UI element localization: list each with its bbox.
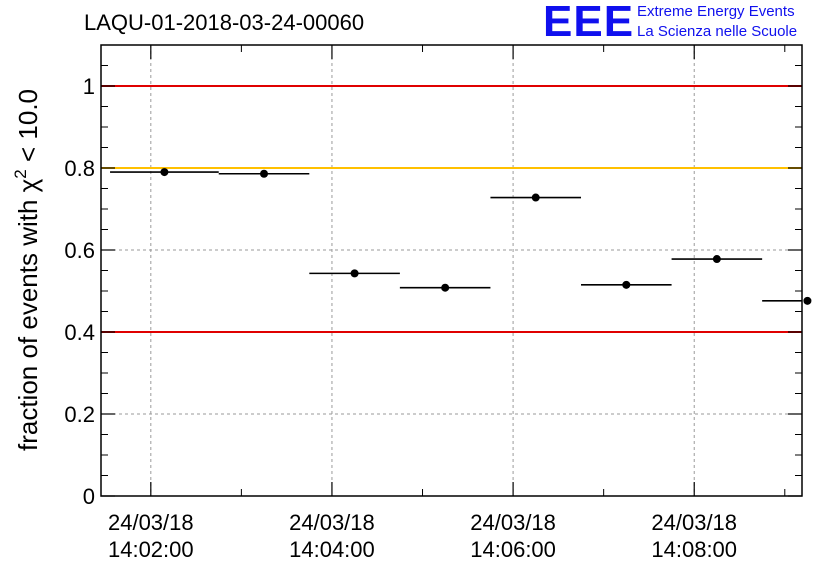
data-point-marker <box>441 283 450 292</box>
data-point-marker <box>531 193 540 202</box>
x-tick-label-date: 24/03/18 <box>470 510 556 535</box>
logo-caption-line2: La Scienza nelle Scuole <box>637 23 798 40</box>
axes: 00.20.40.60.8124/03/1814:02:0024/03/1814… <box>64 44 802 562</box>
data-point-marker <box>350 269 359 278</box>
y-tick-label: 0.4 <box>64 320 95 345</box>
eee-logo: EEE <box>543 0 635 46</box>
x-tick-label-date: 24/03/18 <box>651 510 737 535</box>
plot-frame <box>100 44 803 497</box>
y-tick-label: 0.2 <box>64 402 95 427</box>
y-tick-label: 0 <box>83 484 95 509</box>
x-tick-label-time: 14:06:00 <box>470 537 556 562</box>
data-point-marker <box>712 255 721 264</box>
y-axis-label: fraction of events with χ2 < 10.0 <box>11 89 43 451</box>
y-tick-label: 0.8 <box>64 156 95 181</box>
x-tick-label-date: 24/03/18 <box>289 510 375 535</box>
data-points <box>110 168 812 305</box>
logo-caption-line1: Extreme Energy Events <box>637 3 795 20</box>
x-tick-label-date: 24/03/18 <box>108 510 194 535</box>
reference-lines <box>101 85 802 333</box>
x-tick-label-time: 14:02:00 <box>108 537 194 562</box>
data-point-marker <box>622 280 631 289</box>
grid-layer <box>101 45 802 496</box>
y-tick-label: 0.6 <box>64 238 95 263</box>
x-tick-label-time: 14:04:00 <box>289 537 375 562</box>
chart-title: LAQU-01-2018-03-24-00060 <box>84 10 365 35</box>
x-tick-label-time: 14:08:00 <box>651 537 737 562</box>
data-point-marker <box>160 168 169 177</box>
y-tick-label: 1 <box>83 74 95 99</box>
data-point-marker <box>260 169 269 178</box>
data-point-marker <box>803 296 812 305</box>
